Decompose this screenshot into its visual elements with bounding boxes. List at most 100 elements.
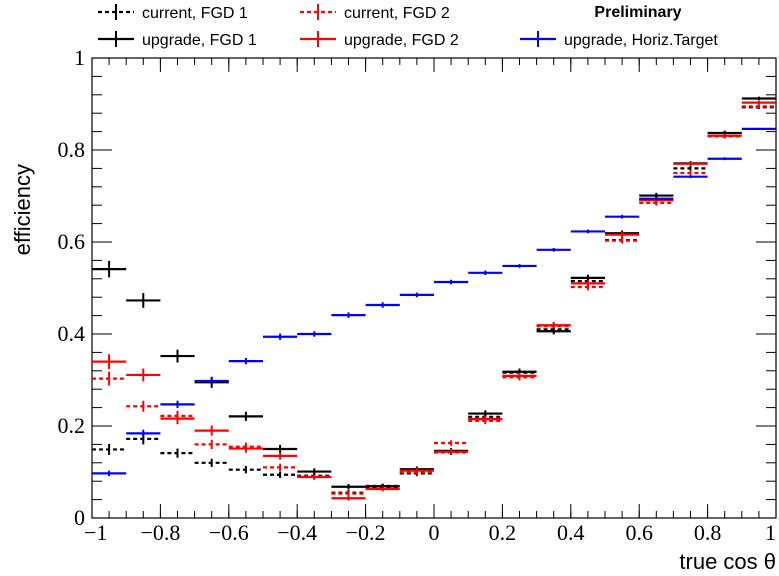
x-tick-label: −0.6 xyxy=(209,520,249,545)
data-point xyxy=(160,448,195,458)
data-point xyxy=(468,270,503,276)
data-point xyxy=(741,100,776,105)
data-point xyxy=(194,458,229,467)
data-point xyxy=(365,486,400,492)
y-tick-label: 1 xyxy=(74,45,85,70)
data-point xyxy=(536,322,571,329)
data-point xyxy=(707,133,742,139)
x-tick-label: 0 xyxy=(429,520,440,545)
y-axis-title: efficiency xyxy=(10,164,35,255)
data-point xyxy=(605,231,640,238)
data-point xyxy=(297,331,332,337)
y-tick-label: 0.4 xyxy=(58,321,86,346)
preliminary-label: Preliminary xyxy=(594,4,681,21)
data-point xyxy=(92,443,127,455)
x-axis-title: true cos θ xyxy=(679,549,776,574)
data-point xyxy=(468,415,503,423)
data-point xyxy=(639,197,674,201)
data-point xyxy=(160,400,195,409)
data-point xyxy=(194,377,229,385)
x-tick-label: 0.2 xyxy=(489,520,517,545)
data-point xyxy=(673,161,708,167)
series-layer xyxy=(92,96,776,501)
data-point xyxy=(92,354,127,369)
legend-label: current, FGD 2 xyxy=(344,5,450,22)
data-point xyxy=(92,260,127,278)
data-point xyxy=(570,274,605,282)
data-point xyxy=(741,96,776,101)
data-point xyxy=(160,349,195,363)
data-point xyxy=(365,302,400,308)
x-tick-label: 0.4 xyxy=(557,520,585,545)
data-point xyxy=(570,229,605,234)
legend: current, FGD 1 current, FGD 2 upgrade, FGD… xyxy=(98,4,718,49)
data-point xyxy=(399,467,434,474)
series-upgrade-fgd-2 xyxy=(92,100,776,501)
legend-item: upgrade, FGD 1 xyxy=(98,31,257,49)
data-point xyxy=(331,495,366,501)
data-point xyxy=(536,328,571,335)
x-tick-label: −0.4 xyxy=(277,520,317,545)
legend-label: upgrade, FGD 2 xyxy=(344,32,459,49)
data-point xyxy=(228,466,263,474)
legend-label: current, FGD 1 xyxy=(142,5,248,22)
x-tick-label: −0.2 xyxy=(346,520,386,545)
data-point xyxy=(92,470,127,477)
data-point xyxy=(263,471,298,478)
data-point xyxy=(126,293,161,308)
x-tick-label: 0.6 xyxy=(625,520,653,545)
data-point xyxy=(160,413,195,425)
data-point xyxy=(707,157,742,161)
data-point xyxy=(434,279,469,285)
data-point xyxy=(536,247,571,252)
data-point xyxy=(228,444,263,453)
legend-item: upgrade, FGD 2 xyxy=(300,31,459,49)
data-point xyxy=(502,264,537,268)
y-tick-label: 0.6 xyxy=(58,229,86,254)
data-point xyxy=(126,400,161,412)
x-axis-ticks: −1 −0.8 −0.6 −0.4 −0.2 0 0.2 0.4 0.6 0.8 1 xyxy=(84,58,777,545)
legend-label: upgrade, Horiz.Target xyxy=(564,32,718,49)
data-point xyxy=(605,214,640,219)
x-tick-label: 0.8 xyxy=(694,520,722,545)
data-point xyxy=(331,312,366,318)
y-tick-label: 0 xyxy=(74,505,85,530)
legend-item: upgrade, Horiz.Target xyxy=(520,31,718,49)
x-tick-label: −0.8 xyxy=(140,520,180,545)
x-tick-label: 1 xyxy=(765,520,776,545)
data-point xyxy=(673,170,708,176)
legend-item: current, FGD 1 xyxy=(98,4,248,22)
data-point xyxy=(263,444,298,454)
x-tick-label: −1 xyxy=(84,520,107,545)
data-point xyxy=(92,371,127,386)
y-tick-label: 0.8 xyxy=(58,137,86,162)
data-point xyxy=(263,452,298,460)
series-upgrade-horiz-target xyxy=(92,127,776,477)
y-axis-ticks: 0 0.2 0.4 0.6 0.8 1 xyxy=(58,45,776,530)
plot-frame xyxy=(91,57,777,519)
legend-item: current, FGD 2 xyxy=(300,4,450,22)
data-point xyxy=(502,372,537,380)
data-point xyxy=(570,280,605,287)
data-point xyxy=(399,292,434,298)
data-point xyxy=(741,127,776,130)
data-point xyxy=(673,166,708,171)
data-point xyxy=(263,463,298,472)
data-point xyxy=(194,425,229,436)
data-point xyxy=(331,483,366,490)
data-point xyxy=(434,440,469,446)
data-point xyxy=(126,429,161,438)
data-point xyxy=(434,449,469,455)
data-point xyxy=(297,474,332,480)
data-point xyxy=(297,468,332,475)
legend-label: upgrade, FGD 1 xyxy=(142,32,257,49)
y-tick-label: 0.2 xyxy=(58,413,86,438)
data-point xyxy=(263,333,298,340)
data-point xyxy=(605,237,640,244)
data-point xyxy=(228,357,263,365)
data-point xyxy=(331,491,366,496)
data-point xyxy=(194,439,229,449)
data-point xyxy=(126,368,161,382)
data-point xyxy=(228,411,263,421)
